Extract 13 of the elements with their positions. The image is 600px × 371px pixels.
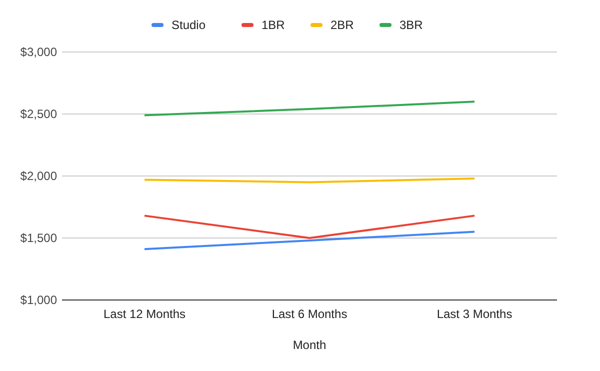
y-tick-label: $2,000	[20, 169, 58, 184]
x-tick-label: Last 12 Months	[103, 307, 186, 321]
x-tick-label: Last 3 Months	[436, 307, 512, 321]
legend-label: Studio	[172, 18, 206, 32]
y-tick-label: $3,000	[20, 45, 58, 60]
x-axis-title: Month	[292, 338, 326, 352]
legend-label: 3BR	[400, 18, 424, 32]
y-tick-label: $1,000	[20, 293, 58, 308]
y-tick-label: $1,500	[20, 231, 58, 246]
y-tick-label: $2,500	[20, 107, 58, 122]
legend-label: 1BR	[262, 18, 286, 32]
x-tick-label: Last 6 Months	[272, 307, 348, 321]
legend-label: 2BR	[330, 18, 354, 32]
